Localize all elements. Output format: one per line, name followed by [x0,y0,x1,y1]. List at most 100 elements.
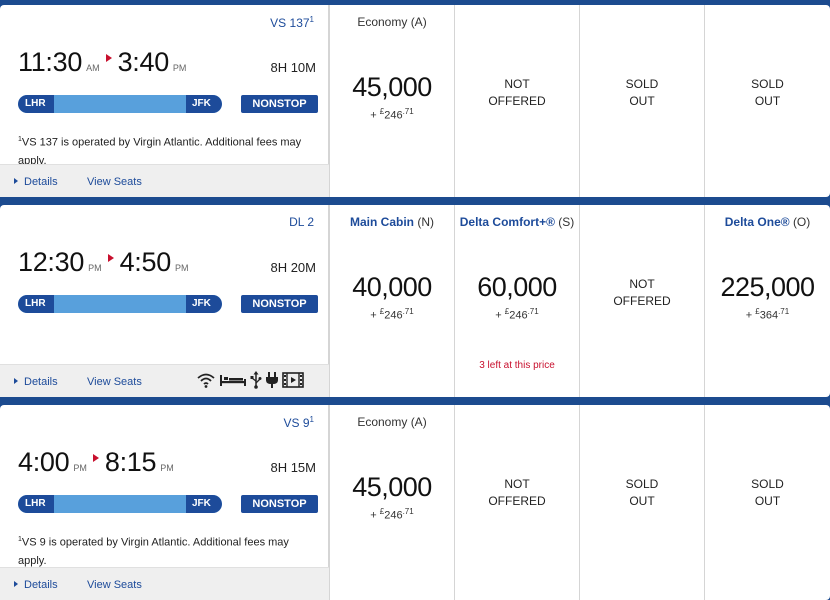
departure-time: 11:30 [18,47,83,77]
fare-cell-delta-one[interactable]: Delta One® (O) 225,000 + £364.71 [704,205,830,397]
fare-cell-unavailable: NOT OFFERED [454,405,579,600]
arrival-ampm: PM [160,463,174,473]
fare-cell-economy[interactable]: Economy (A) 45,000 + £246.71 [329,405,454,600]
fare-status: NOT OFFERED [613,277,671,308]
flight-row: VS 1371 11:30 AM 3:40 PM 8H 10M LHR JFK … [0,5,830,197]
destination-airport: JFK [186,95,222,113]
origin-airport: LHR [18,495,54,513]
operator-note: 1VS 137 is operated by Virgin Atlantic. … [18,136,302,167]
fare-class-name[interactable]: Delta Comfort+® (S) [459,215,575,229]
nonstop-badge: NONSTOP [241,295,318,313]
arrival-time: 3:40 [117,47,170,77]
fare-class-name: Economy (A) [357,415,427,429]
flight-row: DL 2 12:30 PM 4:50 PM 8H 20M LHR JFK NON… [0,205,830,397]
flight-times: 12:30 PM 4:50 PM [18,247,194,278]
flight-footer: Details View Seats [0,567,330,600]
route-bar: LHR JFK [18,295,222,313]
fare-miles[interactable]: 45,000 [352,72,432,102]
route-bar: LHR JFK [18,495,222,513]
flight-info: VS 91 4:00 PM 8:15 PM 8H 15M LHR JFK NON… [0,405,330,600]
origin-airport: LHR [18,295,54,313]
arrival-time: 4:50 [119,247,172,277]
fare-cell-comfort-plus[interactable]: Delta Comfort+® (S) 60,000 + £246.71 3 l… [454,205,579,397]
route-bar: LHR JFK [18,95,222,113]
caret-right-icon [14,378,18,384]
operator-carrier: Virgin Atlantic [120,536,188,549]
fare-miles[interactable]: 45,000 [352,472,432,502]
arrival-time: 8:15 [104,447,157,477]
arrival-ampm: PM [172,63,187,73]
fare-cell-unavailable: SOLD OUT [579,5,704,197]
caret-right-icon [14,581,18,587]
fare-cells: Economy (A) 45,000 + £246.71 NOT OFFERED … [329,5,830,197]
flight-duration: 8H 10M [270,60,316,75]
fare-cell-unavailable: SOLD OUT [704,5,830,197]
fare-tax: + £364.71 [745,307,790,322]
fare-status: SOLD OUT [625,477,659,508]
nonstop-badge: NONSTOP [241,95,318,113]
fare-status: SOLD OUT [751,477,784,508]
arrow-right-icon [107,254,114,262]
departure-ampm: AM [86,63,100,73]
flight-times: 11:30 AM 3:40 PM [18,47,192,78]
departure-time: 12:30 [18,247,85,277]
departure-ampm: PM [73,463,87,473]
fare-class-name[interactable]: Delta One® (O) [724,215,811,229]
view-seats-link[interactable]: View Seats [87,579,142,591]
details-link[interactable]: Details [14,176,58,188]
fare-tax: + £246.71 [370,507,414,522]
flight-duration: 8H 15M [270,460,316,475]
nonstop-badge: NONSTOP [241,495,318,513]
usb-power-icon [250,371,262,389]
amenities [196,371,304,389]
fare-miles[interactable]: 40,000 [352,272,432,302]
origin-airport: LHR [18,95,54,113]
fare-cells: Main Cabin (N) 40,000 + £246.71 Delta Co… [329,205,830,397]
details-link[interactable]: Details [14,376,58,388]
fare-miles[interactable]: 60,000 [477,272,557,302]
fare-cell-unavailable: NOT OFFERED [454,5,579,197]
fare-miles[interactable]: 225,000 [720,272,815,302]
flight-times: 4:00 PM 8:15 PM [18,447,180,478]
fare-cell-unavailable: SOLD OUT [579,405,704,600]
fare-tax: + £246.71 [370,107,414,122]
flat-bed-icon [220,375,246,386]
destination-airport: JFK [186,495,222,513]
seats-left-notice: 3 left at this price [479,360,555,371]
fare-cell-unavailable: SOLD OUT [704,405,830,600]
fare-class-name: Economy (A) [357,15,427,29]
flight-info: VS 1371 11:30 AM 3:40 PM 8H 10M LHR JFK … [0,5,330,197]
flight-duration: 8H 20M [270,260,316,275]
flight-number[interactable]: VS 91 [283,415,314,430]
fare-tax: + £246.71 [370,307,414,322]
flight-row: VS 91 4:00 PM 8:15 PM 8H 15M LHR JFK NON… [0,405,830,600]
caret-right-icon [14,178,18,184]
fare-status: SOLD OUT [751,77,784,108]
fare-cell-main-cabin[interactable]: Main Cabin (N) 40,000 + £246.71 [329,205,454,397]
fare-status: SOLD OUT [625,77,659,108]
departure-ampm: PM [88,263,102,273]
fare-cell-unavailable: NOT OFFERED [579,205,704,397]
entertainment-icon [282,372,304,388]
ac-power-icon [266,372,278,388]
view-seats-link[interactable]: View Seats [87,176,142,188]
flight-number[interactable]: VS 1371 [270,15,314,30]
arrow-right-icon [92,454,99,462]
flight-number[interactable]: DL 2 [289,215,314,229]
fare-tax: + £246.71 [495,307,539,322]
destination-airport: JFK [186,295,222,313]
departure-time: 4:00 [18,447,70,477]
operator-note: 1VS 9 is operated by Virgin Atlantic. Ad… [18,536,289,567]
arrival-ampm: PM [174,263,189,273]
fare-cell-economy[interactable]: Economy (A) 45,000 + £246.71 [329,5,454,197]
operator-carrier: Virgin Atlantic [133,136,200,149]
fare-status: NOT OFFERED [488,77,546,108]
fare-status: NOT OFFERED [488,477,546,508]
flight-footer: Details View Seats [0,364,330,397]
fare-class-name[interactable]: Main Cabin (N) [349,215,435,229]
details-link[interactable]: Details [14,579,58,591]
view-seats-link[interactable]: View Seats [87,376,142,388]
flight-footer: Details View Seats [0,164,330,197]
flight-info: DL 2 12:30 PM 4:50 PM 8H 20M LHR JFK NON… [0,205,330,397]
